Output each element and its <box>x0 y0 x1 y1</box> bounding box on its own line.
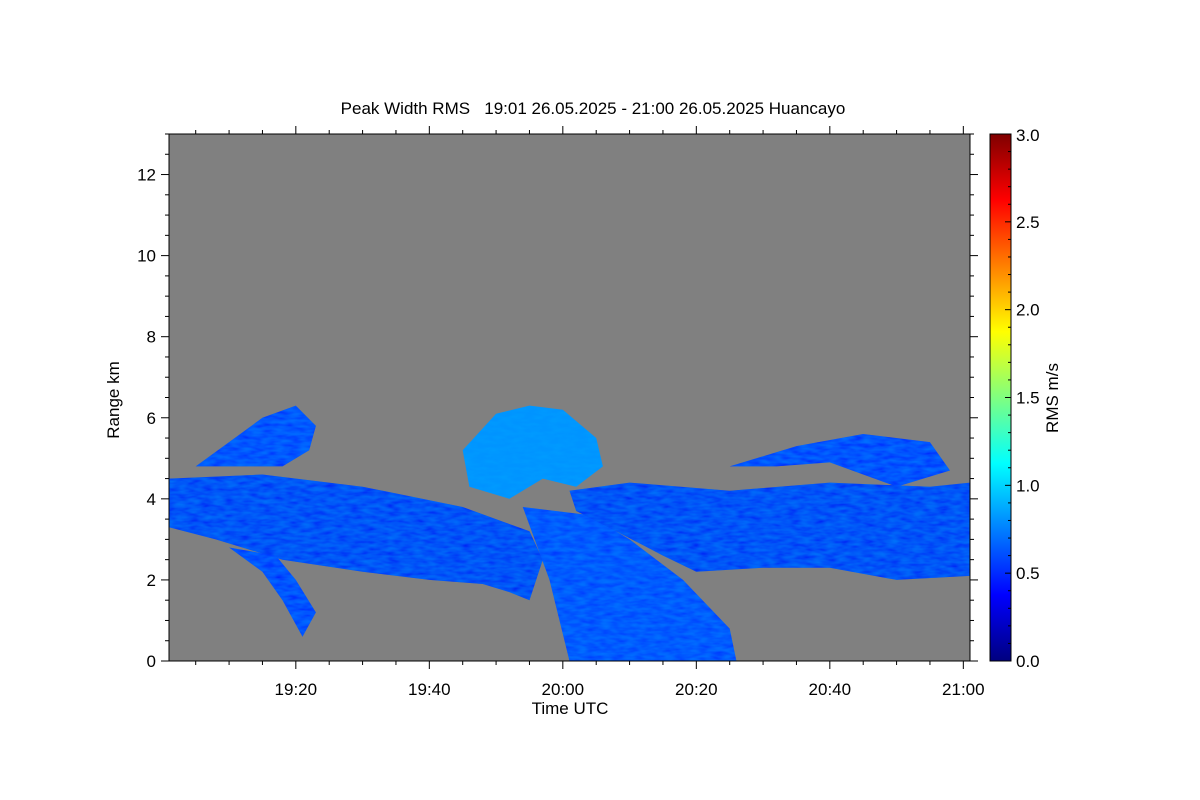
region-left-fallstreak <box>229 547 316 637</box>
y-tick-label: 12 <box>137 166 156 185</box>
x-tick-label: 19:40 <box>408 680 451 699</box>
y-tick-label: 0 <box>147 652 156 671</box>
colorbar-title: RMS m/s <box>1043 363 1062 433</box>
x-tick-label: 19:20 <box>275 680 318 699</box>
region-central-convective-tower <box>462 405 603 499</box>
echo-regions <box>169 405 970 661</box>
x-tick-label: 20:40 <box>809 680 852 699</box>
region-upper-left-plume <box>195 405 316 467</box>
colorbar-axis: 0.0 0.5 1.0 1.5 2.0 2.5 3.0 <box>1005 126 1040 671</box>
colorbar-tick-label: 1.0 <box>1016 476 1040 495</box>
colorbar-tick-label: 3.0 <box>1016 126 1040 145</box>
colorbar-tick-label: 0.0 <box>1016 652 1040 671</box>
y-tick-label: 4 <box>147 490 156 509</box>
y-tick-label: 10 <box>137 247 156 266</box>
x-tick-label: 20:00 <box>542 680 585 699</box>
y-axis-title: Range km <box>104 361 123 438</box>
y-tick-label: 8 <box>147 328 156 347</box>
colorbar-tick-label: 1.5 <box>1016 389 1040 408</box>
region-lower-cloud-band <box>169 474 543 601</box>
region-upper-right-layer <box>729 434 950 487</box>
region-right-cloud-band <box>569 482 970 580</box>
x-axis-title: Time UTC <box>532 699 609 718</box>
x-axis: 19:20 19:40 20:00 20:20 20:40 21:00 <box>195 126 985 699</box>
colorbar-tick-label: 2.5 <box>1016 213 1040 232</box>
region-central-precipitation-shaft <box>522 507 737 661</box>
y-tick-label: 2 <box>147 571 156 590</box>
x-tick-label: 21:00 <box>942 680 985 699</box>
x-tick-label: 20:20 <box>675 680 718 699</box>
colorbar-tick-label: 2.0 <box>1016 301 1040 320</box>
y-tick-label: 6 <box>147 409 156 428</box>
colorbar-tick-label: 0.5 <box>1016 564 1040 583</box>
y-axis: 0 2 4 6 8 10 12 <box>137 133 978 671</box>
chart-title: Peak Width RMS 19:01 26.05.2025 - 21:00 … <box>341 99 846 118</box>
